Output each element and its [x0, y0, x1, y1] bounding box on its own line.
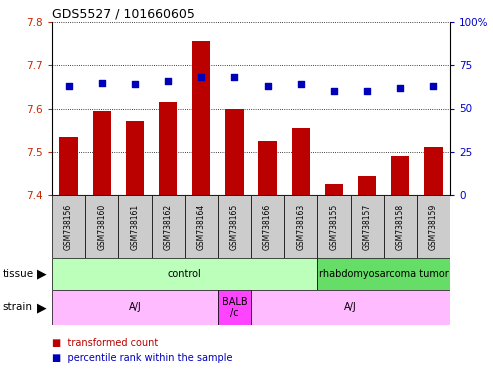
Text: BALB
/c: BALB /c: [222, 297, 247, 318]
Text: GSM738165: GSM738165: [230, 204, 239, 250]
Point: [396, 84, 404, 91]
Bar: [384, 195, 417, 258]
Bar: [218, 195, 251, 258]
Point: [330, 88, 338, 94]
Bar: [284, 195, 317, 258]
Text: ▶: ▶: [37, 301, 47, 314]
Bar: [417, 195, 450, 258]
Text: GSM738158: GSM738158: [396, 204, 405, 250]
Text: ■  transformed count: ■ transformed count: [52, 338, 158, 348]
Text: ■  percentile rank within the sample: ■ percentile rank within the sample: [52, 353, 233, 363]
Bar: [93, 111, 111, 195]
Bar: [218, 290, 251, 325]
Text: GSM738156: GSM738156: [64, 204, 73, 250]
Bar: [258, 141, 277, 195]
Bar: [192, 41, 211, 195]
Text: control: control: [168, 269, 202, 279]
Text: GSM738155: GSM738155: [329, 204, 338, 250]
Text: GSM738164: GSM738164: [197, 204, 206, 250]
Text: GDS5527 / 101660605: GDS5527 / 101660605: [52, 8, 195, 20]
Point: [264, 83, 272, 89]
Bar: [52, 258, 317, 290]
Bar: [185, 195, 218, 258]
Text: strain: strain: [2, 303, 33, 313]
Text: A/J: A/J: [129, 303, 141, 313]
Bar: [391, 156, 409, 195]
Text: GSM738157: GSM738157: [362, 204, 372, 250]
Point: [98, 79, 106, 86]
Text: GSM738163: GSM738163: [296, 204, 305, 250]
Point: [164, 78, 172, 84]
Bar: [60, 137, 78, 195]
Text: GSM738166: GSM738166: [263, 204, 272, 250]
Point: [197, 74, 205, 80]
Text: GSM738161: GSM738161: [131, 204, 140, 250]
Text: A/J: A/J: [344, 303, 357, 313]
Point: [65, 83, 72, 89]
Text: GSM738160: GSM738160: [97, 204, 106, 250]
Bar: [118, 195, 151, 258]
Point: [363, 88, 371, 94]
Point: [230, 74, 238, 80]
Text: tissue: tissue: [2, 269, 34, 279]
Point: [429, 83, 437, 89]
Bar: [317, 258, 450, 290]
Bar: [52, 290, 218, 325]
Bar: [151, 195, 185, 258]
Bar: [317, 195, 351, 258]
Bar: [225, 109, 244, 195]
Bar: [251, 290, 450, 325]
Bar: [52, 195, 85, 258]
Text: GSM738162: GSM738162: [164, 204, 173, 250]
Point: [131, 81, 139, 87]
Bar: [424, 147, 443, 195]
Text: GSM738159: GSM738159: [429, 204, 438, 250]
Bar: [159, 102, 177, 195]
Bar: [358, 175, 376, 195]
Bar: [251, 195, 284, 258]
Bar: [351, 195, 384, 258]
Text: ▶: ▶: [37, 268, 47, 280]
Bar: [292, 128, 310, 195]
Bar: [325, 184, 343, 195]
Text: rhabdomyosarcoma tumor: rhabdomyosarcoma tumor: [319, 269, 449, 279]
Point: [297, 81, 305, 87]
Bar: [85, 195, 118, 258]
Bar: [126, 121, 144, 195]
